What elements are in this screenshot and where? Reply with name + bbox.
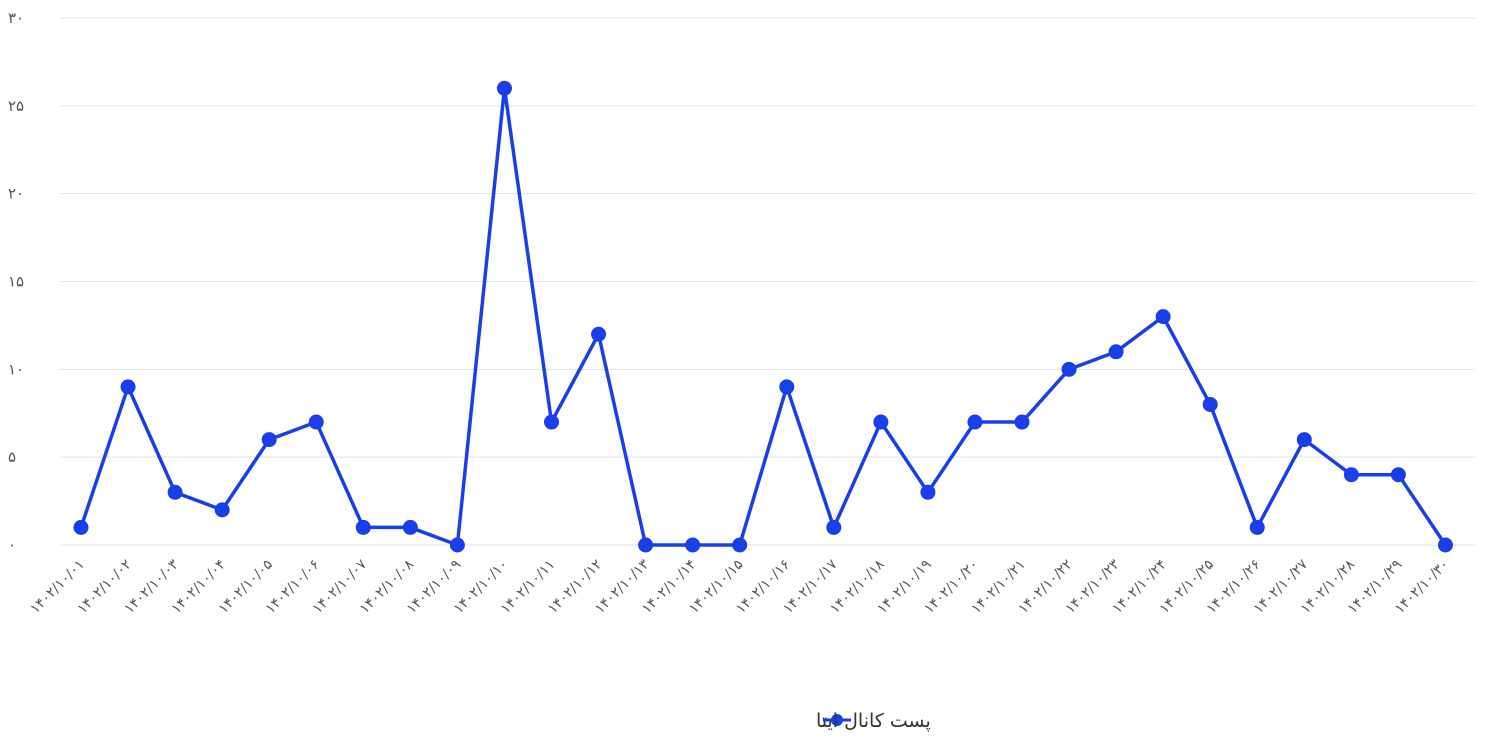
- y-tick-label: ۲۵: [8, 97, 24, 115]
- y-tick-label: ۵: [8, 448, 16, 466]
- data-point[interactable]: [779, 379, 795, 395]
- y-tick-label: ۱۰: [8, 360, 24, 378]
- data-point[interactable]: [826, 519, 842, 535]
- data-point[interactable]: [1155, 309, 1171, 325]
- data-point[interactable]: [261, 432, 277, 448]
- data-point[interactable]: [1061, 361, 1077, 377]
- y-tick-label: ۳۰: [8, 9, 24, 27]
- data-point[interactable]: [967, 414, 983, 430]
- data-point[interactable]: [732, 537, 748, 553]
- y-tick-label: ۰: [8, 536, 16, 554]
- data-point[interactable]: [308, 414, 324, 430]
- data-point[interactable]: [1296, 432, 1312, 448]
- y-axis: ۰ ۵ ۱۰ ۱۵ ۲۰ ۲۵ ۳۰: [8, 9, 24, 554]
- series-layer: [73, 80, 1453, 553]
- data-point[interactable]: [1390, 467, 1406, 483]
- data-point[interactable]: [1108, 344, 1124, 360]
- y-tick-label: ۱۵: [8, 273, 24, 291]
- y-tick-label: ۲۰: [8, 185, 24, 203]
- data-point[interactable]: [1014, 414, 1030, 430]
- data-point[interactable]: [402, 519, 418, 535]
- legend-label: پست کانال ایتا: [816, 710, 931, 732]
- data-point[interactable]: [496, 80, 512, 96]
- data-point[interactable]: [1202, 396, 1218, 412]
- data-point[interactable]: [214, 502, 230, 518]
- data-point[interactable]: [1249, 519, 1265, 535]
- data-point[interactable]: [544, 414, 559, 430]
- legend[interactable]: پست کانال ایتا: [816, 710, 931, 732]
- data-point[interactable]: [1343, 467, 1359, 483]
- series-line: [79, 86, 1448, 547]
- data-point[interactable]: [1437, 537, 1453, 553]
- data-point[interactable]: [73, 519, 89, 535]
- data-point[interactable]: [920, 484, 936, 500]
- data-point[interactable]: [449, 537, 465, 553]
- legend-swatch-marker: [831, 714, 843, 726]
- grid-layer: [60, 17, 1475, 546]
- data-point[interactable]: [120, 379, 136, 395]
- data-point[interactable]: [591, 326, 607, 342]
- data-point[interactable]: [873, 414, 889, 430]
- x-axis: ۱۴۰۲/۱۰/۰۱۱۴۰۲/۱۰/۰۲۱۴۰۲/۱۰/۰۳۱۴۰۲/۱۰/۰۴…: [27, 556, 1452, 617]
- data-point[interactable]: [167, 484, 183, 500]
- data-point[interactable]: [638, 537, 654, 553]
- data-point[interactable]: [685, 537, 701, 553]
- data-point[interactable]: [355, 519, 371, 535]
